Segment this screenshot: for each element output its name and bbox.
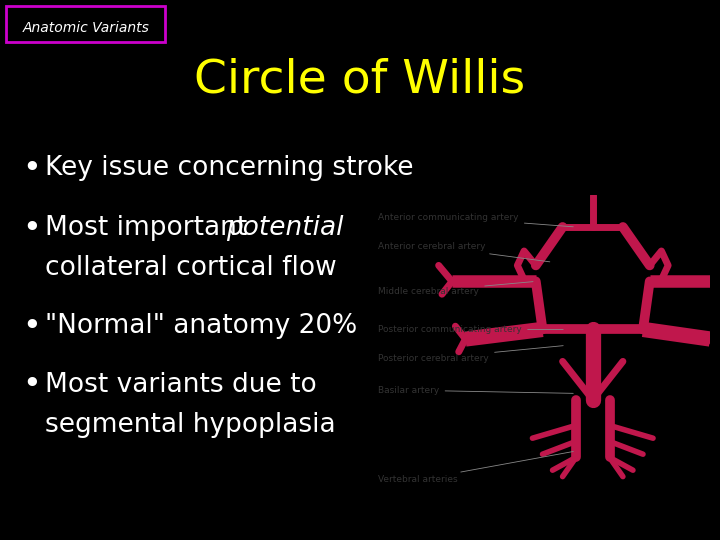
Text: Anatomic Variants: Anatomic Variants (22, 21, 150, 35)
Text: •: • (22, 310, 41, 341)
Text: "Normal" anatomy 20%: "Normal" anatomy 20% (45, 313, 357, 339)
Text: Anterior communicating artery: Anterior communicating artery (378, 213, 573, 227)
Text: Key issue concerning stroke: Key issue concerning stroke (45, 155, 413, 181)
Text: Most important: Most important (45, 215, 256, 241)
Text: •: • (22, 213, 41, 244)
Text: Vertebral arteries: Vertebral arteries (378, 451, 573, 484)
Text: collateral cortical flow: collateral cortical flow (45, 255, 337, 281)
Text: Posterior communicating artery: Posterior communicating artery (378, 325, 563, 334)
Text: •: • (22, 152, 41, 184)
Text: Posterior cerebral artery: Posterior cerebral artery (378, 346, 563, 363)
Text: Basilar artery: Basilar artery (378, 386, 573, 395)
Text: Middle cerebral artery: Middle cerebral artery (378, 282, 533, 295)
FancyBboxPatch shape (6, 6, 165, 42)
Text: Circle of Willis: Circle of Willis (194, 57, 526, 103)
Text: potential: potential (226, 215, 343, 241)
Text: segmental hypoplasia: segmental hypoplasia (45, 412, 336, 438)
Text: Anterior cerebral artery: Anterior cerebral artery (378, 242, 550, 262)
Text: •: • (22, 369, 41, 401)
Text: Most variants due to: Most variants due to (45, 372, 317, 398)
